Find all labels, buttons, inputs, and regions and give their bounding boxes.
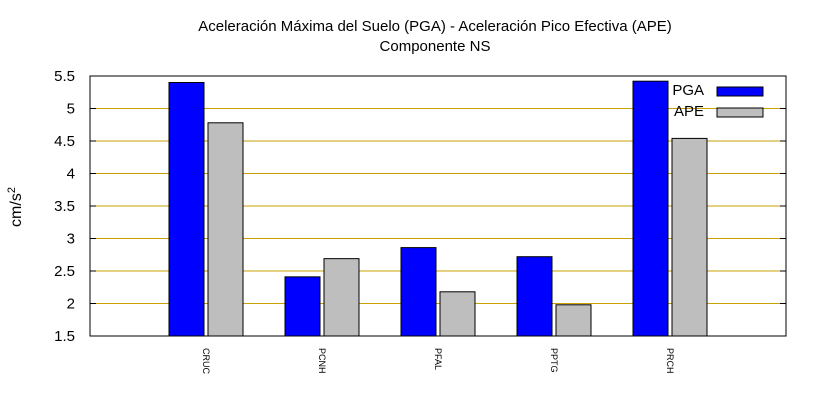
x-category-label: PFAL [433, 348, 443, 370]
x-category-label: PRCH [665, 348, 675, 374]
grid-lines [90, 108, 786, 304]
y-tick-label: 4 [67, 166, 75, 183]
x-axis-categories: CRUC PCNH PFAL PPTG PRCH [201, 348, 675, 374]
y-tick-label: 5.5 [54, 68, 75, 85]
y-tick-label: 1.5 [54, 328, 75, 345]
y-tick-label: 2 [67, 296, 75, 313]
bar-ape-prch [671, 137, 708, 337]
bar-ape-pfal [439, 291, 476, 337]
legend-label-pga: PGA [672, 82, 704, 99]
y-tick-label: 2.5 [54, 263, 75, 280]
bar-pga-pfal [400, 247, 437, 337]
y-tick-label: 3.5 [54, 198, 75, 215]
bar-pga-pcnh [284, 276, 321, 337]
y-axis-label: cm/s2 [6, 187, 25, 227]
plot-frame [89, 75, 787, 337]
y-tick-label: 3 [67, 231, 75, 248]
x-category-label: PCNH [317, 348, 327, 374]
chart-subtitle: Componente NS [380, 38, 491, 55]
legend-label-ape: APE [674, 103, 704, 120]
y-tick-label: 5 [67, 101, 75, 118]
bar-ape-pcnh [323, 258, 360, 337]
bar-pga-pptg [516, 256, 553, 337]
bar-pga-prch [632, 80, 669, 337]
y-axis-ticks: 1.5 2 2.5 3 3.5 4 4.5 5 5.5 [54, 68, 786, 345]
y-tick-label: 4.5 [54, 133, 75, 150]
x-category-label: PPTG [549, 348, 559, 373]
bar-pga-cruc [168, 82, 205, 337]
bar-ape-cruc [207, 122, 244, 337]
legend: PGA APE [672, 82, 764, 120]
bars [168, 80, 708, 337]
x-category-label: CRUC [201, 348, 211, 374]
chart-title: Aceleración Máxima del Suelo (PGA) - Ace… [198, 18, 672, 35]
bar-ape-pptg [555, 304, 592, 337]
legend-swatch-ape [716, 107, 764, 118]
legend-swatch-pga [716, 86, 764, 97]
